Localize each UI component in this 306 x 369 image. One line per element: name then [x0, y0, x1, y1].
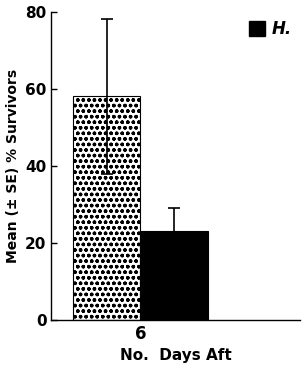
- Bar: [73, 96, 140, 320]
- X-axis label: No.  Days Aft: No. Days Aft: [120, 348, 232, 363]
- Y-axis label: Mean (± SE) % Survivors: Mean (± SE) % Survivors: [6, 69, 20, 263]
- Bar: [140, 231, 208, 320]
- Legend: H.: H.: [248, 20, 292, 38]
